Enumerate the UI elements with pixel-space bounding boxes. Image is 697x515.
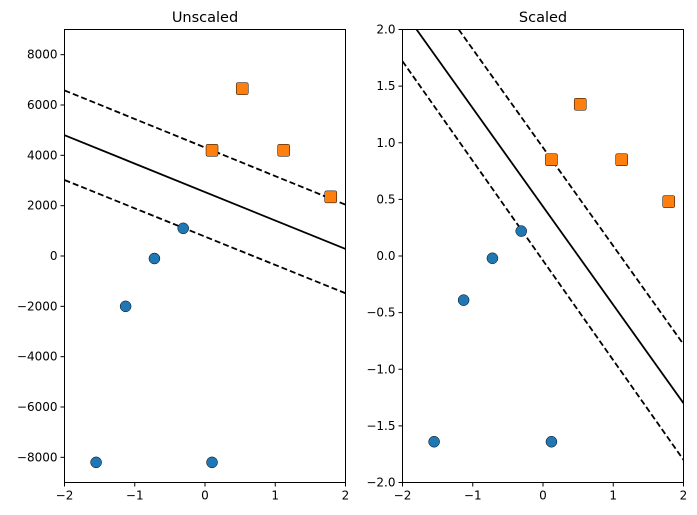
decision-boundary-line <box>64 134 346 250</box>
data-points <box>428 97 675 448</box>
data-point-square <box>205 144 219 157</box>
x-tick-label: −2 <box>394 489 412 503</box>
data-point-square <box>277 144 290 157</box>
axis-ticks: −2 −1 0 1 2 −8000 −6000 −4000 −2000 0 2000 4000 6000… <box>17 48 349 503</box>
decision-lines <box>402 29 684 461</box>
data-point-circle <box>206 456 218 469</box>
panel-scaled: Scaled −2 −1 0 1 2 −2.0 −1.5 −1.0 −0.5 0.0 0.5 1.0 1… <box>366 10 687 503</box>
x-tick-label: 0 <box>201 489 209 503</box>
data-point-circle <box>428 435 440 448</box>
x-tick-label: 2 <box>342 489 350 503</box>
margin-line <box>457 29 684 345</box>
y-tick-label: 4000 <box>27 148 58 162</box>
x-tick-label: 2 <box>680 489 688 503</box>
y-tick-label: −2000 <box>17 299 58 313</box>
data-point-circle <box>119 300 132 313</box>
data-point-square <box>662 195 675 208</box>
y-tick-label: −6000 <box>17 400 58 414</box>
axis-ticks: −2 −1 0 1 2 −2.0 −1.5 −1.0 −0.5 0.0 0.5 1.0 1.5 2.0 <box>366 23 687 503</box>
data-point-circle <box>90 456 102 469</box>
panel-title: Scaled <box>519 10 567 26</box>
data-point-square <box>545 153 558 166</box>
x-tick-label: 1 <box>609 489 617 503</box>
y-tick-label: 1.0 <box>376 136 395 150</box>
data-point-square <box>615 153 628 166</box>
data-point-square <box>235 82 249 95</box>
data-point-circle <box>545 435 558 448</box>
panel-title: Unscaled <box>172 10 238 26</box>
data-points <box>90 82 337 469</box>
y-tick-label: −4000 <box>17 350 58 364</box>
y-tick-label: −8000 <box>17 450 58 464</box>
y-tick-label: 1.5 <box>376 79 395 93</box>
y-tick-label: 0.0 <box>376 249 395 263</box>
data-point-circle <box>148 252 161 265</box>
data-point-square <box>324 190 337 204</box>
data-point-circle <box>486 252 499 265</box>
decision-lines <box>64 89 346 295</box>
y-tick-label: 0.5 <box>376 192 395 206</box>
x-tick-label: 1 <box>271 489 279 503</box>
y-tick-label: −0.5 <box>366 306 395 320</box>
x-tick-label: 0 <box>539 489 547 503</box>
y-tick-label: −1.5 <box>366 419 395 433</box>
y-tick-label: −1.0 <box>366 362 395 376</box>
y-tick-label: 2000 <box>27 199 58 213</box>
y-tick-label: 6000 <box>27 98 58 112</box>
x-tick-label: −1 <box>126 489 144 503</box>
panel-unscaled: Unscaled −2 −1 0 1 2 −8000 −6000 −4000 −2000 0 200… <box>17 10 349 503</box>
data-point-square <box>573 97 587 111</box>
x-tick-label: −1 <box>464 489 482 503</box>
decision-boundary-line <box>415 29 684 404</box>
margin-line <box>64 179 346 295</box>
margin-line <box>402 60 684 461</box>
y-tick-label: −2.0 <box>366 476 395 490</box>
data-point-circle <box>177 222 189 235</box>
y-tick-label: 0 <box>50 249 58 263</box>
data-point-circle <box>515 225 527 237</box>
x-tick-label: −2 <box>56 489 74 503</box>
data-point-circle <box>457 294 470 306</box>
y-tick-label: 2.0 <box>376 23 395 37</box>
margin-line <box>64 89 346 206</box>
y-tick-label: 8000 <box>27 48 58 62</box>
